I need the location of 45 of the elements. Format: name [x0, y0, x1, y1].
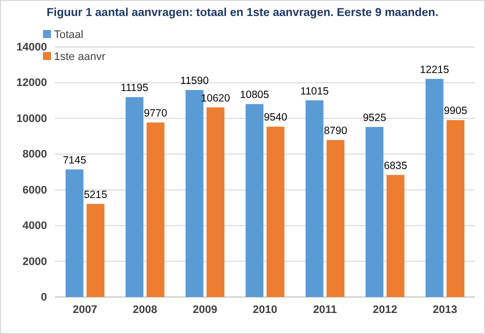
bar: [86, 204, 104, 297]
data-label: 5215: [84, 188, 108, 201]
y-tick-label: 8000: [22, 148, 47, 161]
y-tick-label: 2000: [22, 256, 47, 268]
data-label: 8790: [324, 125, 348, 138]
bar: [366, 126, 384, 297]
data-label: 9770: [144, 108, 168, 120]
bar: [326, 140, 344, 297]
data-label: 11195: [120, 82, 148, 94]
legend-label: 1ste aanvr: [54, 51, 106, 63]
data-label: 11590: [180, 75, 209, 88]
y-tick-label: 6000: [22, 184, 47, 196]
bar: [206, 107, 224, 297]
y-tick-label: 4000: [22, 220, 47, 232]
bar: [126, 97, 144, 297]
bar: [246, 104, 264, 297]
bar: [446, 120, 464, 297]
y-tick-label: 12000: [16, 77, 47, 90]
data-label: 9905: [444, 105, 468, 118]
x-tick-label: 2008: [132, 304, 158, 316]
chart-title: Figuur 1 aantal aanvragen: totaal en 1ste aanvragen. Eerste 9 maanden.: [46, 7, 438, 19]
data-label: 9540: [264, 112, 288, 124]
x-tick-label: 2009: [192, 304, 218, 316]
y-tick-label: 0: [40, 292, 47, 304]
x-tick-label: 2010: [252, 304, 278, 316]
x-tick-label: 2013: [432, 304, 458, 316]
y-tick-label: 10000: [16, 112, 47, 125]
y-tick-label: 14000: [16, 42, 47, 54]
bar: [426, 78, 444, 297]
x-tick-label: 2012: [372, 304, 398, 316]
bar: [306, 100, 324, 297]
bar: [146, 122, 164, 297]
data-label: 7145: [62, 154, 86, 166]
bar: [66, 169, 84, 297]
data-label: 11015: [300, 85, 329, 98]
data-label: 9525: [362, 112, 386, 124]
bar: [386, 174, 404, 297]
data-label: 12215: [420, 64, 450, 76]
bar: [266, 126, 284, 297]
data-label: 10805: [240, 89, 270, 102]
x-tick-label: 2011: [313, 304, 337, 316]
legend-label: Totaal: [54, 29, 84, 41]
bar: [186, 90, 204, 297]
data-label: 6835: [384, 160, 408, 172]
x-tick-label: 2007: [72, 304, 98, 316]
